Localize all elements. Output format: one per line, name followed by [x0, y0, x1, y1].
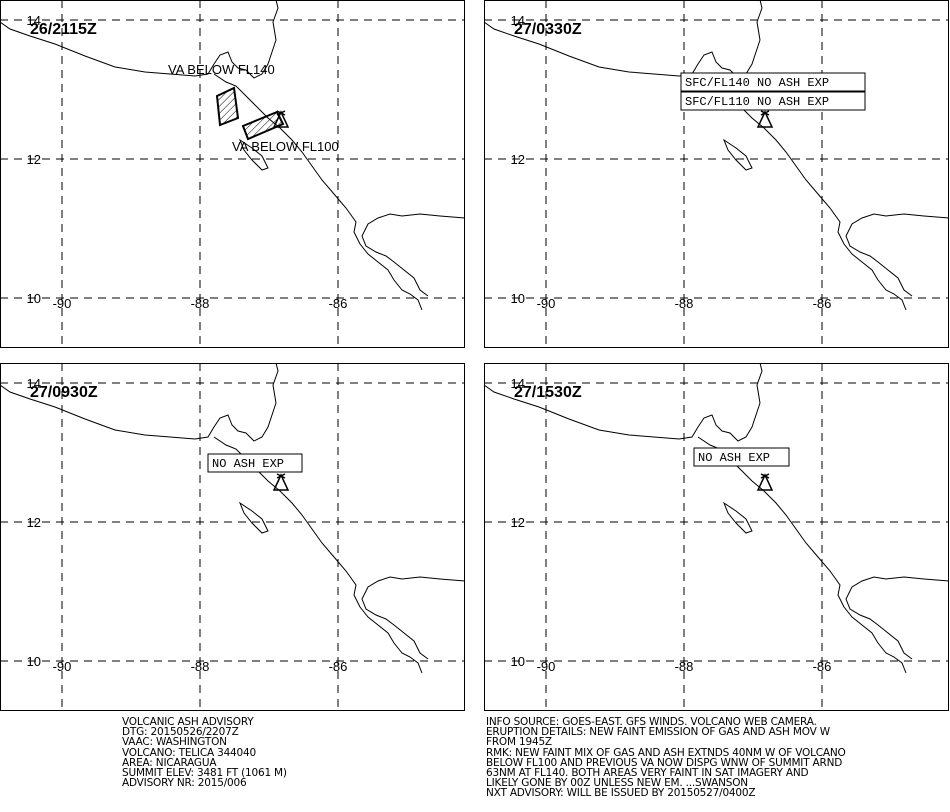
label-box — [680, 72, 866, 92]
panel-border — [0, 0, 465, 348]
map-panel: -90 -88 -86 14 12 10 27/1530Z NO ASH EXP — [483, 362, 950, 711]
lat-label: 10 — [27, 291, 41, 306]
advisory-line: AREA: NICARAGUA — [122, 756, 217, 769]
lat-label: 14 — [27, 376, 41, 391]
advisory-line: RMK: NEW FAINT MIX OF GAS AND ASH EXTNDS… — [486, 746, 846, 759]
lat-label: 14 — [511, 376, 525, 391]
volcano-symbol — [756, 473, 774, 491]
label-box — [680, 91, 866, 111]
volcano-symbol — [272, 473, 290, 491]
volcano-symbol — [756, 110, 774, 128]
valid-time: 27/1530Z — [514, 384, 582, 401]
ash-area — [215, 86, 240, 127]
lat-label: 12 — [511, 152, 525, 167]
ash-label: NO ASH EXP — [212, 457, 284, 471]
lon-label: -86 — [329, 659, 348, 674]
lat-label: 12 — [27, 515, 41, 530]
lat-label: 14 — [27, 13, 41, 28]
lon-label: -88 — [191, 659, 210, 674]
lat-label: 10 — [511, 654, 525, 669]
lon-label: -86 — [329, 296, 348, 311]
coastline — [0, 0, 466, 311]
advisory-line: 63NM AT FL140. BOTH AREAS VERY FAINT IN … — [486, 766, 809, 779]
advisory-line: VOLCANO: TELICA 344040 — [122, 746, 256, 759]
lon-label: -90 — [537, 659, 556, 674]
lon-label: -88 — [191, 296, 210, 311]
lat-label: 14 — [511, 13, 525, 28]
advisory-line: DTG: 20150526/2207Z — [122, 726, 239, 739]
advisory-line: INFO SOURCE: GOES-EAST. GFS WINDS. VOLCA… — [486, 716, 817, 728]
ash-label: VA BELOW FL100 — [232, 139, 339, 154]
lake — [238, 501, 269, 534]
advisory-line: SUMMIT ELEV: 3481 FT (1061 M) — [122, 766, 287, 779]
advisory-line: VAAC: WASHINGTON — [122, 736, 227, 749]
lon-label: -88 — [675, 659, 694, 674]
lon-label: -88 — [675, 296, 694, 311]
lake — [238, 138, 269, 171]
advisory-line: ADVISORY NR: 2015/006 — [122, 777, 247, 790]
lon-label: -90 — [537, 296, 556, 311]
ash-label: SFC/FL110 NO ASH EXP — [685, 95, 829, 109]
advisory-remarks: INFO SOURCE: GOES-EAST. GFS WINDS. VOLCA… — [486, 717, 846, 799]
lake — [722, 138, 753, 171]
label-box — [693, 447, 790, 467]
lat-label: 12 — [27, 152, 41, 167]
lat-label: 12 — [511, 515, 525, 530]
ash-label: VA BELOW FL140 — [168, 62, 275, 77]
advisory-line: ERUPTION DETAILS: NEW FAINT EMISSION OF … — [486, 726, 830, 739]
advisory-line: NXT ADVISORY: WILL BE ISSUED BY 20150527… — [486, 787, 756, 800]
lon-label: -86 — [813, 659, 832, 674]
panel-border — [484, 0, 949, 348]
ash-label: NO ASH EXP — [698, 451, 770, 465]
advisory-header: VOLCANIC ASH ADVISORY DTG: 20150526/2207Z… — [122, 716, 287, 790]
valid-time: 27/0930Z — [30, 384, 98, 401]
lon-label: -90 — [53, 296, 72, 311]
map-panel: -90 -88 -86 14 12 10 27/0930Z NO ASH EXP — [0, 362, 466, 711]
lat-label: 10 — [511, 291, 525, 306]
ash-area — [241, 110, 285, 141]
panel-border — [484, 363, 949, 711]
label-box — [207, 453, 303, 473]
coastline — [483, 362, 950, 674]
valid-time: 26/2115Z — [30, 21, 97, 38]
advisory-line: BELOW FL100 AND PREVIOUS VA NOW DISPG WN… — [486, 756, 843, 769]
map-panel: -90 -88 -86 14 12 10 26/2115Z VA BELOW FL140 VA … — [0, 0, 466, 348]
lon-label: -90 — [53, 659, 72, 674]
panel-border — [0, 363, 465, 711]
lake — [722, 501, 753, 534]
valid-time: 27/0330Z — [514, 21, 582, 38]
advisory-line: LIKELY GONE BY 00Z UNLESS NEW EM. ...SWA… — [486, 777, 748, 790]
map-panel: -90 -88 -86 14 12 10 27/0330Z SFC/FL140 NO ASH … — [483, 0, 950, 348]
lat-label: 10 — [27, 654, 41, 669]
advisory-line: VOLCANIC ASH ADVISORY — [122, 716, 254, 728]
lon-label: -86 — [813, 296, 832, 311]
ash-label: SFC/FL140 NO ASH EXP — [685, 76, 829, 90]
advisory-line: FROM 1945Z — [486, 736, 552, 749]
